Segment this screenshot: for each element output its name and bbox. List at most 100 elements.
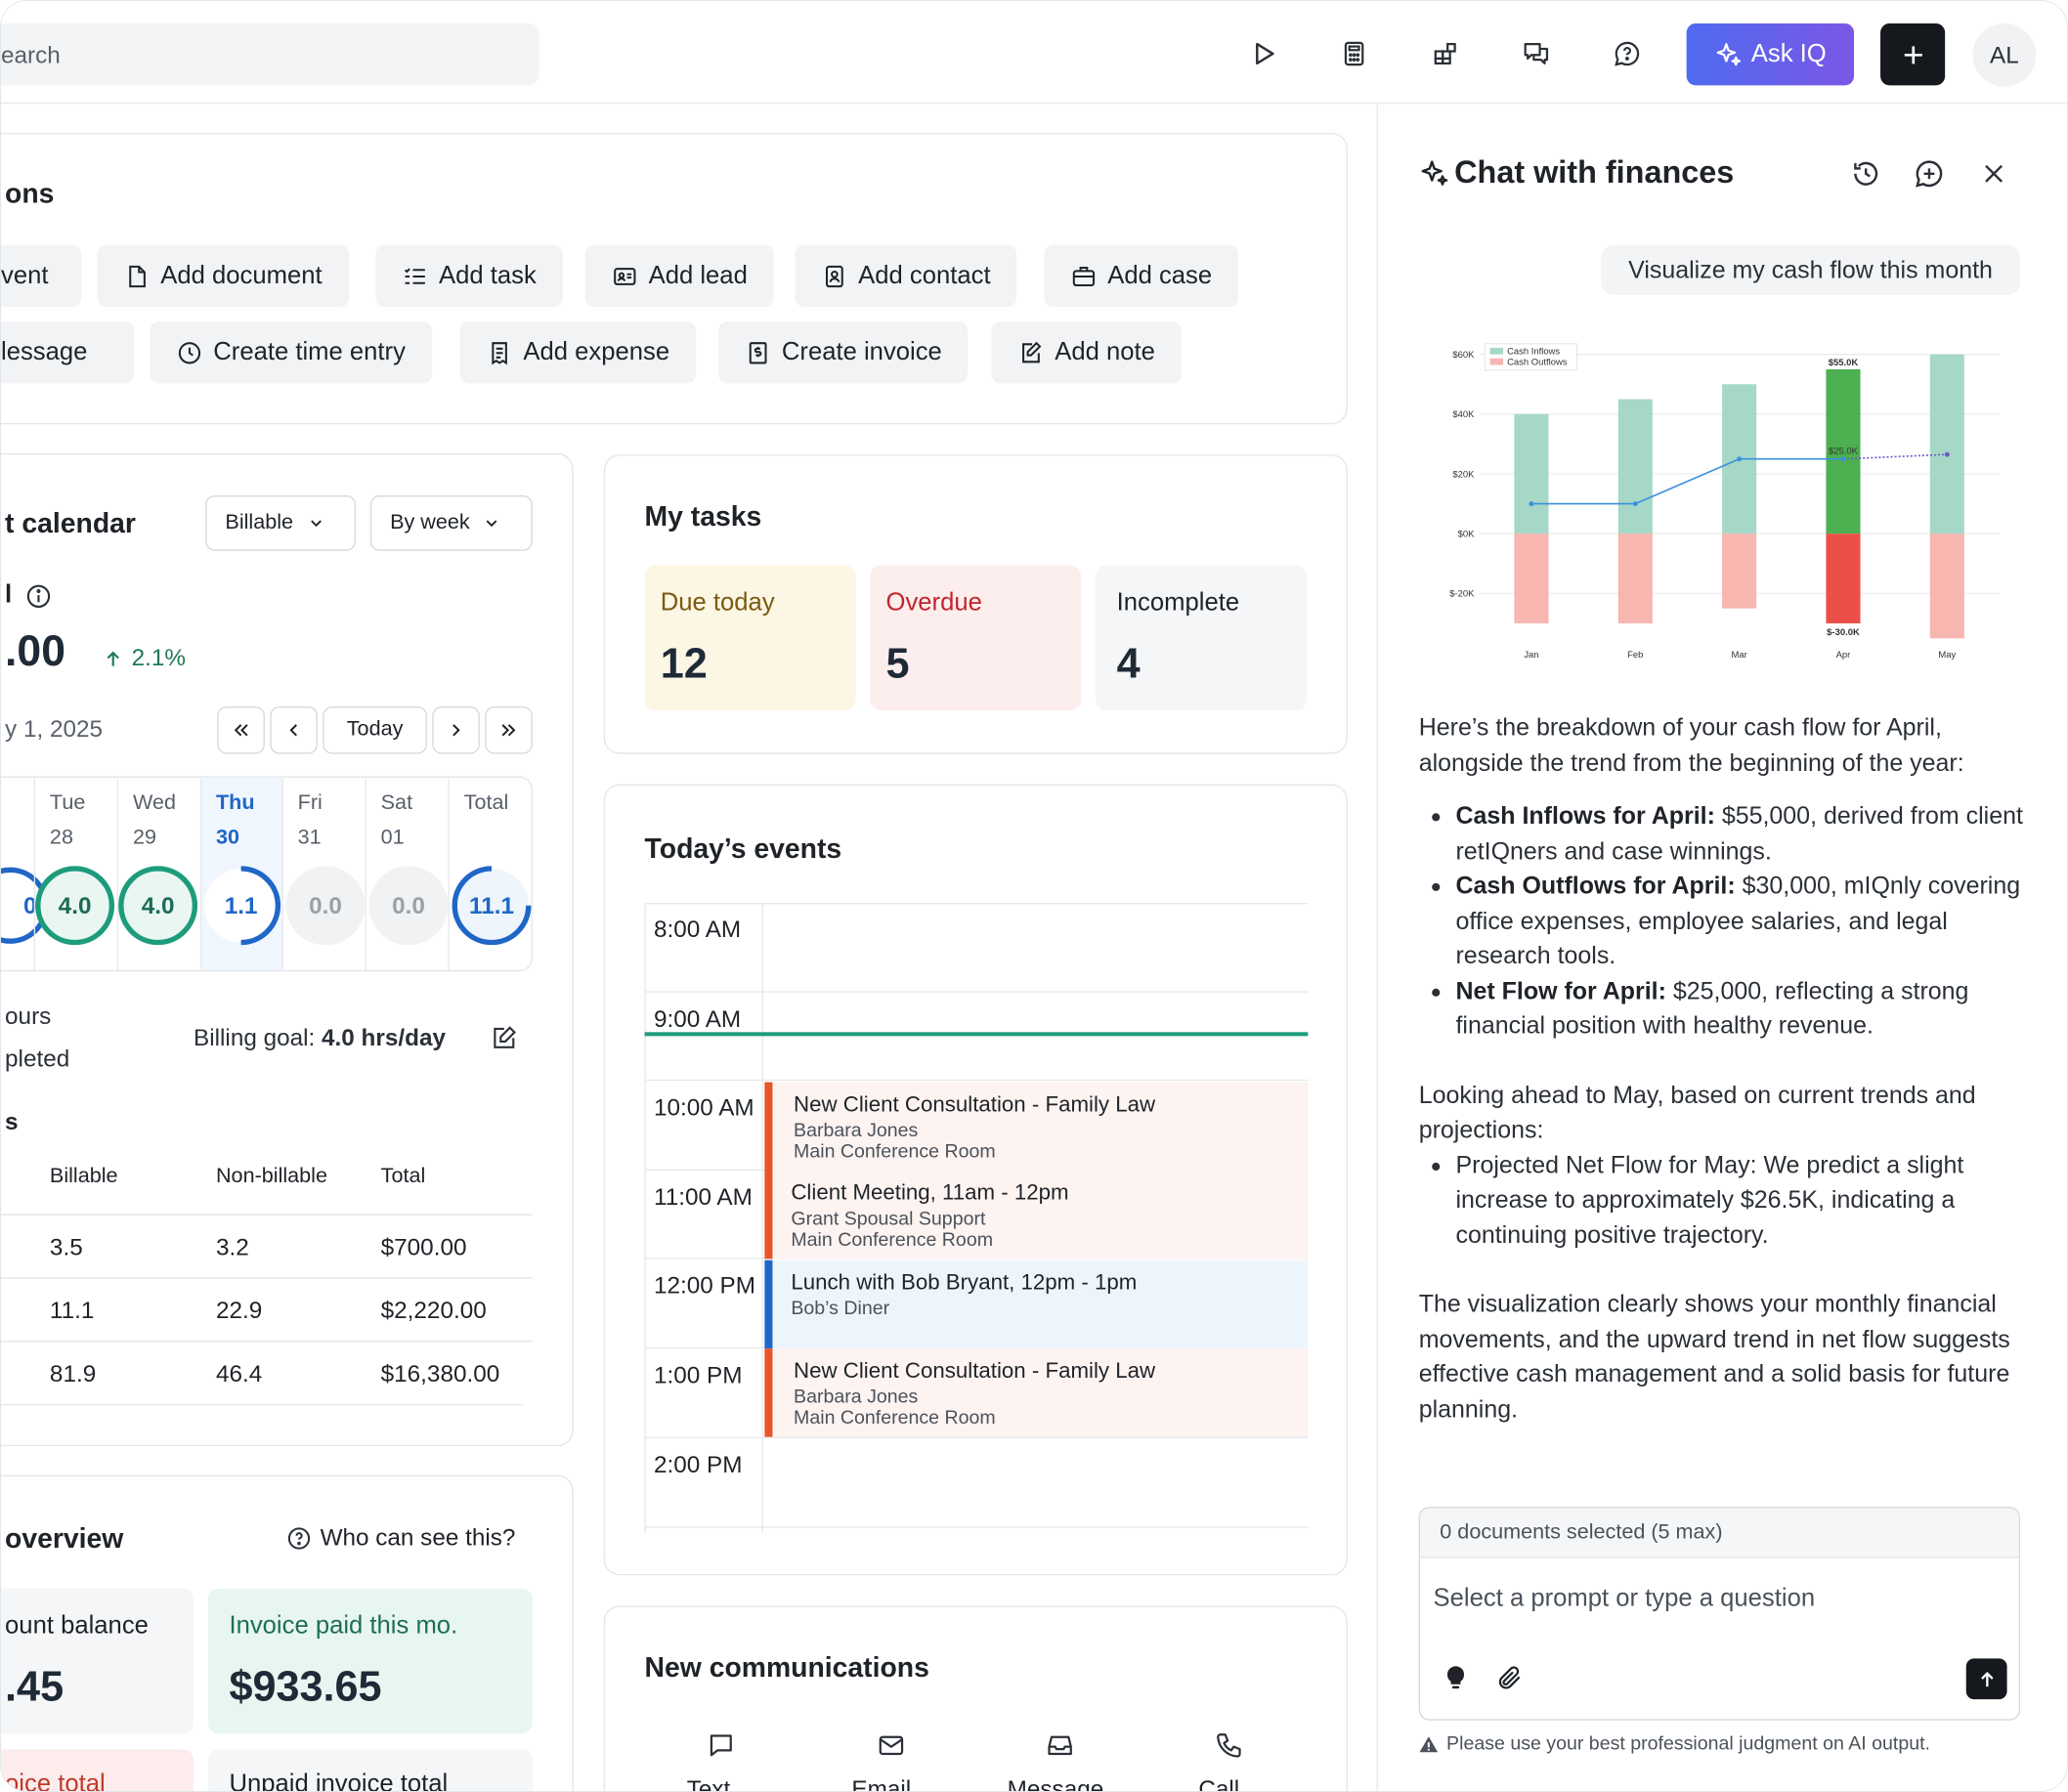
table-cell: 46.4 [215,1360,263,1387]
sparkle-icon [1419,158,1450,190]
x-tick-label: May [1938,650,1956,661]
event-item[interactable]: Client Meeting, 11am - 12pm Grant Spousa… [764,1171,1309,1259]
documents-selected-label[interactable]: 0 documents selected (5 max) [1440,1520,1723,1544]
question-circle-icon [287,1526,311,1549]
warning-icon [1419,1735,1439,1752]
time-label: 12:00 PM [654,1271,755,1299]
time-label: 9:00 AM [654,1005,742,1033]
add-document-button[interactable]: Add document [97,244,349,308]
invoice-icon [749,341,767,363]
legend-swatch-inflows [1489,347,1504,355]
period-filter-dropdown[interactable]: By week [369,495,533,551]
next-week-button[interactable] [432,705,480,754]
time-calendar-card [1,452,574,1447]
panel-divider [1376,104,1378,1791]
prev-month-button[interactable] [217,705,265,754]
add-event-button[interactable]: vent [1,244,82,308]
top-bar: earch Ask IQ AL [1,1,2067,105]
chat-input[interactable]: Select a prompt or type a question [1433,1584,1816,1613]
create-new-button[interactable] [1880,22,1946,86]
net-flow-point [1737,456,1743,462]
phone-icon[interactable] [1215,1731,1249,1761]
net-flow-point [1840,456,1846,462]
create-time-entry-button[interactable]: Create time entry [150,320,432,384]
add-case-button[interactable]: Add case [1044,244,1239,308]
add-lead-button[interactable]: Add lead [584,244,774,308]
bullet-outflows: Cash Outflows for April: $30,000, mIQnly… [1455,869,2025,973]
add-note-button[interactable]: Add note [991,320,1182,384]
chat-title: Chat with finances [1454,154,1735,192]
billable-filter-dropdown[interactable]: Billable [205,495,357,551]
messages-icon[interactable] [1513,30,1561,78]
close-icon[interactable] [1978,158,2009,190]
overdue-card[interactable]: Overdue 5 [870,565,1082,711]
outflow-bar [1514,533,1549,623]
outflow-bar [1722,533,1757,609]
inflow-bar [1514,413,1549,534]
apps-icon[interactable] [1421,30,1469,78]
id-card-icon [614,267,636,285]
double-chevron-left-icon [234,724,248,737]
event-item[interactable]: Lunch with Bob Bryant, 12pm - 1pm Bob’s … [764,1259,1309,1349]
table-cell: $2,220.00 [380,1297,487,1324]
day-column-sat[interactable]: Sat 01 0.0 [366,779,450,970]
briefcase-icon [1072,266,1096,286]
attachment-icon[interactable] [1495,1664,1525,1693]
play-icon[interactable] [1239,30,1287,78]
day-column-tue[interactable]: Tue 28 4.0 [35,779,119,970]
info-icon[interactable] [24,582,52,610]
search-input[interactable]: earch [1,22,539,86]
add-contact-button[interactable]: Add contact [795,244,1017,308]
bullet-projection: Projected Net Flow for May: We predict a… [1455,1147,2025,1252]
ask-iq-button[interactable]: Ask IQ [1686,22,1855,86]
next-month-button[interactable] [485,705,533,754]
comm-label-text: Text [686,1775,731,1792]
send-message-button[interactable]: lessage [1,320,135,384]
overview-title: overview [5,1523,124,1555]
legend-label: Cash Outflows [1507,357,1568,367]
todays-events-title: Today’s events [644,833,842,865]
time-label: 10:00 AM [654,1093,754,1121]
x-tick-label: Apr [1836,650,1851,661]
avatar[interactable]: AL [1972,22,2037,87]
send-button[interactable] [1965,1658,2007,1700]
history-icon[interactable] [1850,158,1881,190]
text-icon[interactable] [707,1731,741,1761]
day-column-fri[interactable]: Fri 31 0.0 [283,779,366,970]
lightbulb-icon[interactable] [1442,1664,1471,1693]
inflow-bar [1929,354,1964,534]
hours-ring: 11.1 [452,866,532,946]
day-column-wed[interactable]: Wed 29 4.0 [118,779,202,970]
table-cell: 3.5 [49,1233,83,1260]
comm-label-message: Message [1007,1775,1104,1792]
day-column-thu[interactable]: Thu 30 1.1 [201,779,283,970]
time-label: 8:00 AM [654,916,742,943]
incomplete-card[interactable]: Incomplete 4 [1096,565,1308,711]
billing-goal: Billing goal: 4.0 hrs/day [194,1024,446,1051]
hours-ring: 1.1 [201,866,281,946]
add-task-button[interactable]: Add task [375,244,563,308]
ai-disclaimer: Please use your best professional judgme… [1419,1733,1930,1755]
due-today-card[interactable]: Due today 12 [644,565,856,711]
new-chat-icon[interactable] [1914,158,1945,190]
col-header-non-billable: Non-billable [215,1165,328,1188]
help-chat-icon[interactable] [1604,30,1652,78]
event-item[interactable]: New Client Consultation - Family Law Bar… [764,1082,1309,1172]
prev-week-button[interactable] [270,705,318,754]
create-invoice-button[interactable]: Create invoice [718,320,969,384]
hours-ring: 4.0 [118,866,198,946]
visibility-info-link[interactable]: Who can see this? [285,1524,515,1552]
today-button[interactable]: Today [323,705,427,754]
quick-actions-title: ons [5,179,55,210]
net-flow-point [1944,451,1950,457]
x-tick-label: Mar [1732,650,1747,661]
event-item[interactable]: New Client Consultation - Family Law Bar… [764,1348,1309,1437]
add-expense-button[interactable]: Add expense [459,320,697,384]
receipt-icon [492,341,507,364]
x-tick-label: Feb [1627,650,1643,661]
email-icon[interactable] [877,1731,911,1761]
calculator-icon[interactable] [1330,30,1378,78]
edit-goal-icon[interactable] [491,1024,518,1051]
inbox-icon[interactable] [1046,1731,1080,1761]
chevron-down-icon [487,520,498,528]
